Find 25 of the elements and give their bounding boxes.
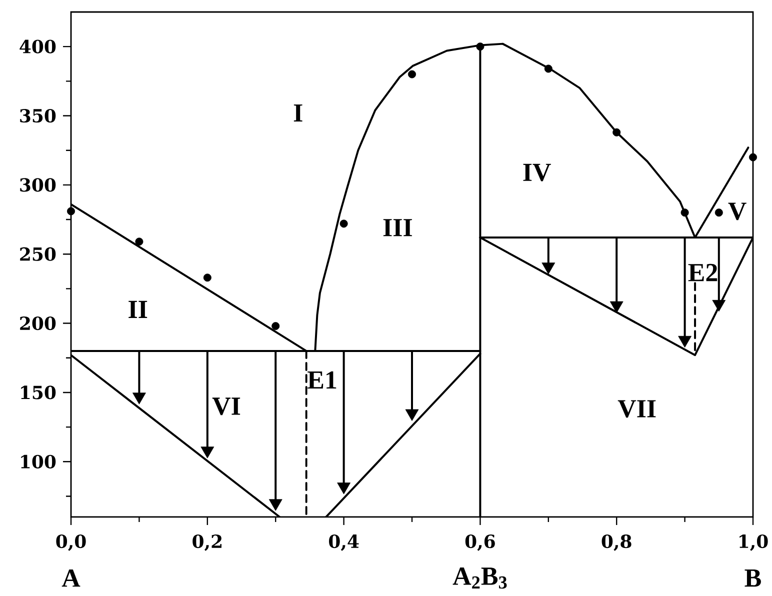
text: A [62,570,80,587]
x-tick-label: 0,2 [192,534,222,551]
annotation: II [128,300,148,318]
text: B [744,570,761,587]
x-tick-label: 0,8 [602,534,632,551]
annotation: VII [618,400,656,418]
x-tick-label: 1,0 [740,534,768,551]
y-tick-label: 250 [20,247,56,261]
annotation: V [728,202,746,220]
annotation: III [383,219,412,236]
x-tick-label: 0,0 [56,534,86,551]
x-tick-label: 0,4 [328,534,359,551]
annotation: VI [212,398,240,416]
y-tick-label: 150 [21,386,56,400]
y-tick-label: 400 [20,40,56,54]
annotation: IV [523,164,551,182]
y-tick-label: 100 [21,454,56,468]
x-tick-label: 0,6 [465,534,495,551]
text: A$_{2}$B$_{3}$ [452,568,507,589]
annotation: E2 [688,264,718,282]
y-tick-label: 350 [20,108,56,123]
annotation: I [294,104,302,122]
y-tick-label: 300 [20,178,56,192]
y-tick-label: 200 [20,316,56,330]
annotation: E1 [308,371,336,389]
